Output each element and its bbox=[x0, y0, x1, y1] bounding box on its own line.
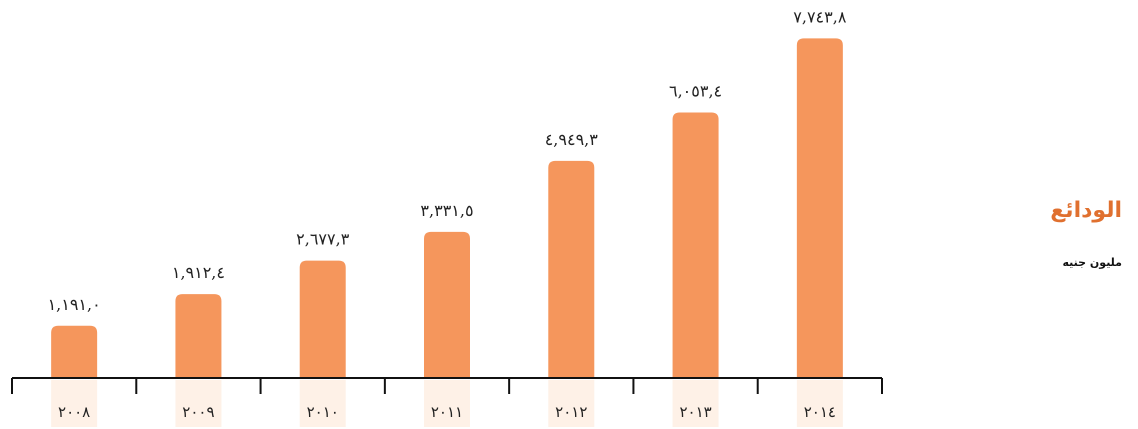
bar bbox=[424, 231, 470, 378]
x-tick-label: ٢٠٠٨ bbox=[58, 403, 90, 421]
category-band bbox=[51, 380, 98, 427]
bar bbox=[299, 260, 346, 378]
x-tick-label: ٢٠١٣ bbox=[679, 403, 711, 421]
bar bbox=[548, 160, 595, 378]
x-tick-label: ٢٠٠٩ bbox=[182, 403, 214, 421]
bar bbox=[796, 38, 843, 379]
category-band bbox=[796, 380, 843, 427]
data-label: ٢,٦٧٧,٣ bbox=[296, 230, 350, 249]
data-label: ٦,٠٥٣,٤ bbox=[669, 81, 722, 100]
data-label: ٧,٧٤٣,٨ bbox=[793, 7, 847, 26]
category-band bbox=[175, 380, 222, 427]
data-label: ٣,٣٣١,٥ bbox=[420, 201, 473, 220]
category-band bbox=[299, 380, 346, 427]
category-band bbox=[672, 380, 719, 427]
category-band bbox=[548, 380, 595, 427]
bar bbox=[51, 325, 98, 378]
chart-title: الودائع bbox=[1050, 198, 1122, 223]
bar bbox=[175, 294, 222, 378]
category-band bbox=[424, 380, 470, 427]
x-tick-label: ٢٠١٤ bbox=[804, 403, 836, 421]
x-tick-label: ٢٠١٠ bbox=[307, 403, 339, 421]
bar bbox=[672, 112, 719, 378]
data-label: ٤,٩٤٩,٣ bbox=[545, 130, 599, 149]
x-tick-label: ٢٠١١ bbox=[431, 403, 463, 421]
x-tick-label: ٢٠١٢ bbox=[555, 403, 587, 421]
unit-label: مليون جنيه bbox=[1062, 256, 1123, 269]
data-label: ١,١٩١,٠ bbox=[48, 295, 101, 314]
data-label: ١,٩١٢,٤ bbox=[172, 263, 225, 282]
